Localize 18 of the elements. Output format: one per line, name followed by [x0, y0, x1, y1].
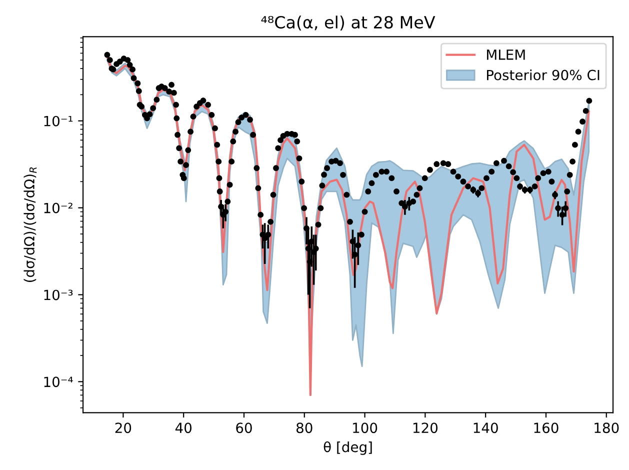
chart-title: ⁴⁸Ca(α, el) at 28 MeV	[261, 16, 436, 31]
y-tick-label: 10⁻²	[44, 202, 72, 214]
legend-label: Posterior 90% CI	[487, 70, 600, 80]
x-tick-label: 100	[353, 422, 378, 434]
x-tick-label: 40	[175, 422, 192, 434]
y-axis-title: (dσ/dΩ)/(dσ/dΩ)$_{R}$	[24, 167, 37, 282]
x-tick-label: 180	[594, 422, 619, 434]
x-tick-label: 120	[413, 422, 438, 434]
legend-label: MLEM	[487, 50, 525, 60]
y-tick-label: 10⁻¹	[44, 116, 73, 126]
x-tick-label: 160	[534, 422, 558, 434]
y-tick-label: 10⁻³	[44, 290, 73, 300]
x-tick-label: 80	[296, 422, 312, 434]
y-tick-label: 10⁻⁴	[44, 376, 73, 388]
x-tick-label: 60	[236, 422, 252, 434]
x-tick-label: 140	[474, 422, 498, 434]
x-tick-label: 20	[115, 422, 132, 434]
x-axis-title: θ [deg]	[324, 441, 372, 455]
